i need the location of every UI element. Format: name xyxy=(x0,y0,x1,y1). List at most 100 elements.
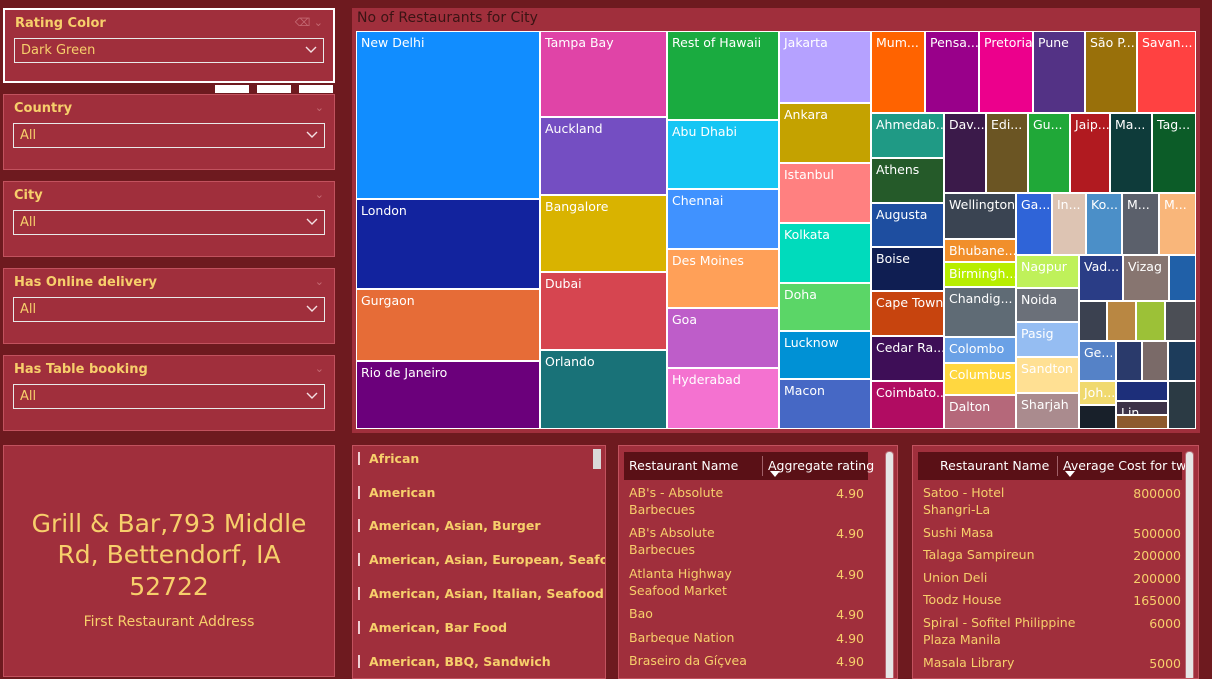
chevron-icon[interactable]: ⌄ xyxy=(314,188,324,201)
treemap-tile[interactable]: Ge... xyxy=(1079,341,1116,381)
treemap-tile[interactable]: Ga... xyxy=(1016,193,1052,255)
treemap-tile[interactable]: Goa xyxy=(667,308,779,368)
list-item[interactable]: American, BBQ, Sandwich xyxy=(358,654,551,669)
eraser-icon[interactable]: ⌫ ⌄ xyxy=(294,16,323,29)
treemap-tile[interactable]: Joh... xyxy=(1079,381,1116,405)
treemap-tile[interactable]: Augusta xyxy=(871,203,944,247)
treemap-tile[interactable] xyxy=(1142,341,1168,381)
treemap-tile[interactable]: Doha xyxy=(779,283,871,331)
checkbox[interactable] xyxy=(358,452,360,465)
treemap-tile[interactable]: Lucknow xyxy=(779,331,871,379)
treemap-tile[interactable]: Tampa Bay xyxy=(540,31,667,117)
treemap-tile[interactable]: M... xyxy=(1159,193,1196,255)
treemap-tile[interactable]: Coimbato... xyxy=(871,381,944,429)
treemap-tile[interactable]: Auckland xyxy=(540,117,667,195)
treemap-tile[interactable] xyxy=(1165,301,1196,341)
treemap-tile[interactable]: Nagpur xyxy=(1016,255,1079,288)
sort-desc-icon[interactable] xyxy=(770,471,780,477)
treemap-tile[interactable]: Sandton xyxy=(1016,357,1079,393)
treemap-tile[interactable]: Dubai xyxy=(540,272,667,350)
treemap-tile[interactable]: Kolkata xyxy=(779,223,871,283)
table-row[interactable]: Braseiro da Gíçvea xyxy=(629,653,747,668)
treemap-tile[interactable] xyxy=(1169,255,1196,301)
treemap-tile[interactable]: Pensa... xyxy=(925,31,979,113)
treemap-tile[interactable]: Gurgaon xyxy=(356,289,540,361)
treemap-tile[interactable]: Abu Dhabi xyxy=(667,120,779,189)
treemap-tile[interactable]: Boise xyxy=(871,247,944,291)
list-item[interactable]: American, Asian, Italian, Seafood xyxy=(358,586,604,601)
treemap-tile[interactable]: Rest of Hawaii xyxy=(667,31,779,120)
treemap-tile[interactable]: Bhubane... xyxy=(944,239,1016,262)
treemap-tile[interactable] xyxy=(1116,381,1168,401)
table-row[interactable]: Spiral - Sofitel Philippine Plaza Manila xyxy=(923,615,1076,647)
slicer-has-online-delivery[interactable]: Has Online delivery ⌄ All xyxy=(3,268,335,344)
treemap-tile[interactable]: Sharjah xyxy=(1016,393,1079,429)
treemap-tile[interactable]: Pune xyxy=(1033,31,1085,113)
column-header-average-cost[interactable]: Average Cost for two xyxy=(1063,458,1194,473)
chevron-icon[interactable]: ⌄ xyxy=(314,101,324,114)
treemap-tile[interactable] xyxy=(1168,341,1196,381)
treemap-tile[interactable]: Bangalore xyxy=(540,195,667,272)
checkbox[interactable] xyxy=(358,655,360,668)
treemap-tile[interactable]: Savan... xyxy=(1137,31,1196,113)
treemap-tile[interactable]: Mum... xyxy=(871,31,925,113)
online-delivery-dropdown[interactable]: All xyxy=(13,297,325,322)
list-item[interactable]: American, Bar Food xyxy=(358,620,507,635)
treemap-tile[interactable]: Dav... xyxy=(944,113,986,193)
list-item[interactable]: African xyxy=(358,451,419,466)
treemap-tile[interactable]: In... xyxy=(1052,193,1086,255)
treemap-tile[interactable]: Ma... xyxy=(1110,113,1152,193)
checkbox[interactable] xyxy=(358,519,360,532)
treemap-tile[interactable]: Lin... xyxy=(1116,401,1168,415)
sort-desc-icon[interactable] xyxy=(1065,471,1075,477)
list-item[interactable]: American, Asian, European, Seafood xyxy=(358,552,605,567)
checkbox[interactable] xyxy=(358,621,360,634)
treemap-tile[interactable] xyxy=(1107,301,1136,341)
table-row[interactable]: Union Deli xyxy=(923,570,988,585)
scrollbar[interactable] xyxy=(885,451,894,678)
rating-color-dropdown[interactable]: Dark Green xyxy=(14,38,324,63)
treemap-tile[interactable]: London xyxy=(356,199,540,289)
treemap-tile[interactable]: M... xyxy=(1122,193,1159,255)
treemap-tile[interactable]: Noida xyxy=(1016,288,1079,322)
checkbox[interactable] xyxy=(358,587,360,600)
table-row[interactable]: AB's - Absolute Barbecues xyxy=(629,485,724,517)
treemap-tile[interactable]: Hyderabad xyxy=(667,368,779,429)
treemap-tile[interactable]: Tag... xyxy=(1152,113,1196,193)
table-row[interactable]: Sushi Masa xyxy=(923,525,994,540)
treemap-tile[interactable]: Cape Town xyxy=(871,291,944,336)
treemap-tile[interactable]: Vad... xyxy=(1079,255,1123,301)
treemap-tile[interactable] xyxy=(1079,301,1107,341)
treemap-tile[interactable] xyxy=(1116,341,1142,381)
column-header-restaurant-name[interactable]: Restaurant Name xyxy=(629,458,739,473)
chevron-icon[interactable]: ⌄ xyxy=(314,362,324,375)
table-row[interactable]: Bao xyxy=(629,606,653,621)
treemap-tile[interactable]: São P... xyxy=(1085,31,1137,113)
treemap-tile[interactable]: Orlando xyxy=(540,350,667,429)
treemap-tile[interactable]: Dalton xyxy=(944,395,1016,429)
treemap-tile[interactable]: Des Moines xyxy=(667,249,779,308)
treemap-tile[interactable]: Wellington xyxy=(944,193,1016,239)
treemap-tile[interactable]: Colombo xyxy=(944,337,1016,363)
treemap-tile[interactable]: Gu... xyxy=(1028,113,1070,193)
country-dropdown[interactable]: All xyxy=(13,123,325,148)
treemap-tile[interactable] xyxy=(1168,381,1196,429)
treemap-tile[interactable]: Jaip... xyxy=(1070,113,1110,193)
treemap-tile[interactable]: Ahmedab... xyxy=(871,113,944,158)
table-row[interactable]: Barbeque Nation xyxy=(629,630,735,645)
checkbox[interactable] xyxy=(358,553,360,566)
treemap-tile[interactable]: Ko... xyxy=(1086,193,1122,255)
table-row[interactable]: AB's Absolute Barbecues xyxy=(629,525,715,557)
table-row[interactable]: Toodz House xyxy=(923,592,1002,607)
list-item[interactable]: American, Asian, Burger xyxy=(358,518,540,533)
treemap-tile[interactable]: Edi... xyxy=(986,113,1028,193)
treemap-tile[interactable]: Rio de Janeiro xyxy=(356,361,540,429)
treemap-tile[interactable]: Columbus xyxy=(944,363,1016,395)
table-row[interactable]: Masala Library xyxy=(923,655,1015,670)
treemap-tile[interactable]: Ankara xyxy=(779,103,871,163)
city-dropdown[interactable]: All xyxy=(13,210,325,235)
treemap-tile[interactable]: Chennai xyxy=(667,189,779,249)
treemap-tile[interactable]: Jakarta xyxy=(779,31,871,103)
treemap-tile[interactable]: New Delhi xyxy=(356,31,540,199)
slicer-city[interactable]: City ⌄ All xyxy=(3,181,335,257)
